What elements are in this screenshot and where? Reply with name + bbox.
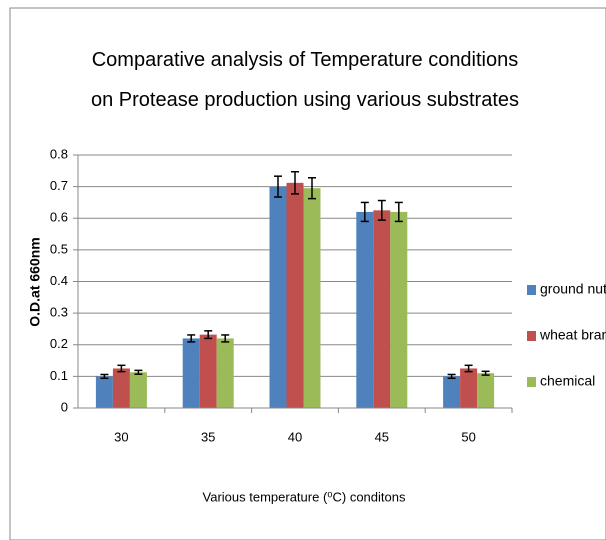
- legend-swatch: [527, 331, 536, 341]
- bar: [286, 182, 304, 408]
- y-tick-label: 0.3: [50, 305, 68, 320]
- x-axis-label: Various temperature (⁰C) conditons: [203, 489, 406, 504]
- y-tick-label: 0.7: [50, 178, 68, 193]
- bar: [373, 210, 391, 408]
- chart-border: [9, 7, 606, 540]
- y-tick-label: 0: [61, 399, 68, 414]
- legend-label: chemical: [540, 373, 595, 389]
- bar: [112, 368, 130, 408]
- bar: [477, 373, 495, 408]
- y-tick-label: 0.8: [50, 146, 68, 161]
- y-tick-label: 0.6: [50, 210, 68, 225]
- chart-title: Comparative analysis of Temperature cond…: [90, 49, 520, 111]
- bar: [199, 334, 217, 408]
- bar: [356, 211, 374, 408]
- bar: [390, 211, 408, 408]
- x-tick-label: 45: [375, 429, 389, 444]
- bar: [460, 368, 478, 408]
- y-tick-label: 0.4: [50, 273, 68, 288]
- y-tick-label: 0.1: [50, 368, 68, 383]
- bar: [182, 338, 200, 408]
- y-tick-label: 0.2: [50, 336, 68, 351]
- x-tick-label: 50: [461, 429, 475, 444]
- x-tick-label: 40: [288, 429, 302, 444]
- bar: [443, 376, 461, 408]
- legend-label: ground nut: [540, 281, 606, 297]
- bar: [95, 376, 113, 408]
- bar: [303, 188, 321, 408]
- y-axis-label: O.D.at 660nm: [27, 237, 43, 326]
- x-tick-label: 35: [201, 429, 215, 444]
- bar: [216, 338, 234, 408]
- bar: [269, 186, 287, 408]
- x-tick-label: 30: [114, 429, 128, 444]
- bar: [129, 372, 147, 408]
- legend-swatch: [527, 377, 536, 387]
- legend-swatch: [527, 285, 536, 295]
- legend-label: wheat bran: [539, 327, 606, 343]
- y-tick-label: 0.5: [50, 241, 68, 256]
